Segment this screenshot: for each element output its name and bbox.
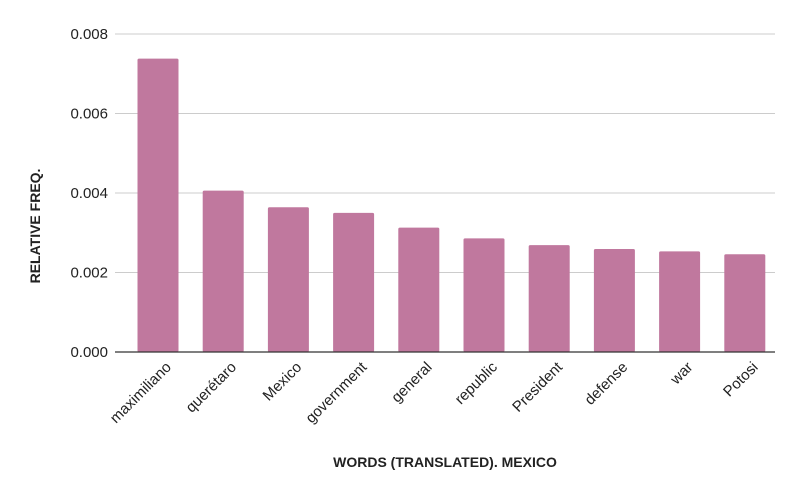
bar [528, 245, 570, 352]
x-tick-label: republic [452, 358, 502, 408]
y-tick-label: 0.006 [70, 106, 108, 123]
bar [724, 254, 766, 352]
bar [202, 190, 244, 352]
y-tick-label: 0.004 [70, 185, 108, 202]
x-tick-label: government [302, 358, 371, 427]
bar [267, 207, 309, 352]
bar [593, 249, 635, 352]
bar [333, 212, 375, 352]
x-axis-title: WORDS (TRANSLATED). MEXICO [333, 454, 557, 470]
y-tick-label: 0.002 [70, 265, 108, 282]
y-axis-ticks: 0.000 0.002 0.004 0.006 0.008 [70, 26, 108, 361]
y-tick-label: 0.008 [70, 26, 108, 43]
x-tick-label: Potosi [720, 359, 762, 401]
x-tick-label: defense [581, 359, 631, 409]
bar [659, 251, 701, 352]
bar [398, 227, 440, 352]
x-tick-label: maximiliano [107, 359, 175, 427]
x-tick-label: war [667, 359, 697, 389]
x-tick-label: querétaro [183, 359, 240, 416]
bars [137, 58, 766, 353]
y-axis-title: RELATIVE FREQ. [27, 169, 43, 284]
x-tick-label: general [388, 359, 435, 406]
y-tick-label: 0.000 [70, 344, 108, 361]
bar [137, 58, 179, 353]
x-tick-label: Mexico [260, 359, 306, 405]
bar [463, 238, 505, 352]
x-tick-label: President [509, 358, 566, 415]
